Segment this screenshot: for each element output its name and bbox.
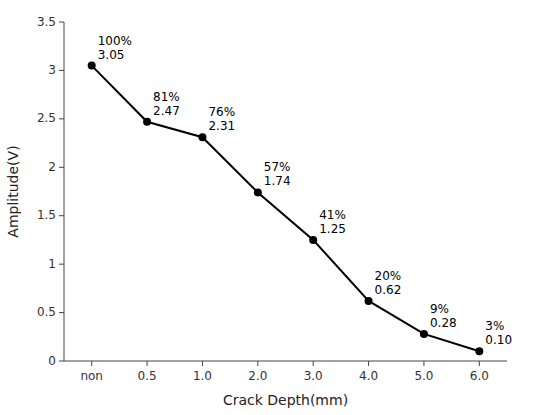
x-tick bbox=[423, 361, 424, 366]
data-label: 2.31 bbox=[208, 119, 235, 133]
x-tick bbox=[313, 361, 314, 366]
y-axis bbox=[64, 22, 65, 361]
annotation: 41% bbox=[319, 208, 346, 222]
y-tick bbox=[59, 167, 64, 168]
annotation: 81% bbox=[153, 90, 180, 104]
annotation: 100% bbox=[98, 34, 132, 48]
y-tick-label: 1.5 bbox=[37, 208, 56, 222]
y-tick bbox=[59, 312, 64, 313]
annotation: 9% bbox=[430, 302, 449, 316]
data-label: 1.25 bbox=[319, 222, 346, 236]
annotation: 57% bbox=[264, 160, 291, 174]
y-tick bbox=[59, 215, 64, 216]
y-tick-label: 3 bbox=[48, 63, 56, 77]
x-tick-label: 3.0 bbox=[304, 369, 323, 383]
y-tick-label: 0 bbox=[48, 354, 56, 368]
data-label: 0.10 bbox=[485, 333, 512, 347]
point bbox=[309, 236, 317, 244]
plot-area bbox=[88, 62, 484, 356]
x-tick-label: non bbox=[80, 369, 103, 383]
y-tick bbox=[59, 22, 64, 23]
point bbox=[420, 330, 428, 338]
data-label: 0.62 bbox=[375, 283, 402, 297]
annotation: 76% bbox=[208, 105, 235, 119]
x-tick bbox=[147, 361, 148, 366]
x-axis bbox=[64, 361, 507, 362]
point bbox=[475, 347, 483, 355]
data-label: 1.74 bbox=[264, 174, 291, 188]
data-label: 3.05 bbox=[98, 48, 125, 62]
data-label: 0.28 bbox=[430, 316, 457, 330]
point bbox=[88, 62, 96, 70]
annotation: 20% bbox=[375, 269, 402, 283]
line bbox=[92, 66, 480, 352]
y-tick-label: 2 bbox=[48, 160, 56, 174]
x-tick bbox=[479, 361, 480, 366]
x-tick bbox=[368, 361, 369, 366]
y-tick-label: 1 bbox=[48, 257, 56, 271]
y-tick-label: 3.5 bbox=[37, 15, 56, 29]
x-tick-label: 1.0 bbox=[193, 369, 212, 383]
x-tick-label: 0.5 bbox=[138, 369, 157, 383]
data-label: 2.47 bbox=[153, 104, 180, 118]
x-tick-label: 5.0 bbox=[414, 369, 433, 383]
chart: 0 0.5 1 1.5 2 2.5 3 3.5 non 0.5 1.0 2.0 3.0 4.0 5.0 6.0… bbox=[0, 0, 547, 415]
y-tick bbox=[59, 118, 64, 119]
point bbox=[254, 188, 262, 196]
x-tick-label: 2.0 bbox=[248, 369, 267, 383]
y-tick bbox=[59, 361, 64, 362]
y-tick-label: 2.5 bbox=[37, 111, 56, 125]
x-tick-label: 6.0 bbox=[470, 369, 489, 383]
y-axis-label: Amplitude(V) bbox=[5, 145, 21, 237]
x-tick bbox=[257, 361, 258, 366]
point bbox=[143, 118, 151, 126]
annotation: 3% bbox=[485, 319, 504, 333]
point bbox=[365, 297, 373, 305]
x-tick-label: 4.0 bbox=[359, 369, 378, 383]
x-axis-label: Crack Depth(mm) bbox=[223, 392, 348, 408]
y-tick bbox=[59, 70, 64, 71]
point bbox=[198, 133, 206, 141]
x-tick bbox=[202, 361, 203, 366]
y-tick bbox=[59, 264, 64, 265]
x-tick bbox=[91, 361, 92, 366]
y-tick-label: 0.5 bbox=[37, 305, 56, 319]
